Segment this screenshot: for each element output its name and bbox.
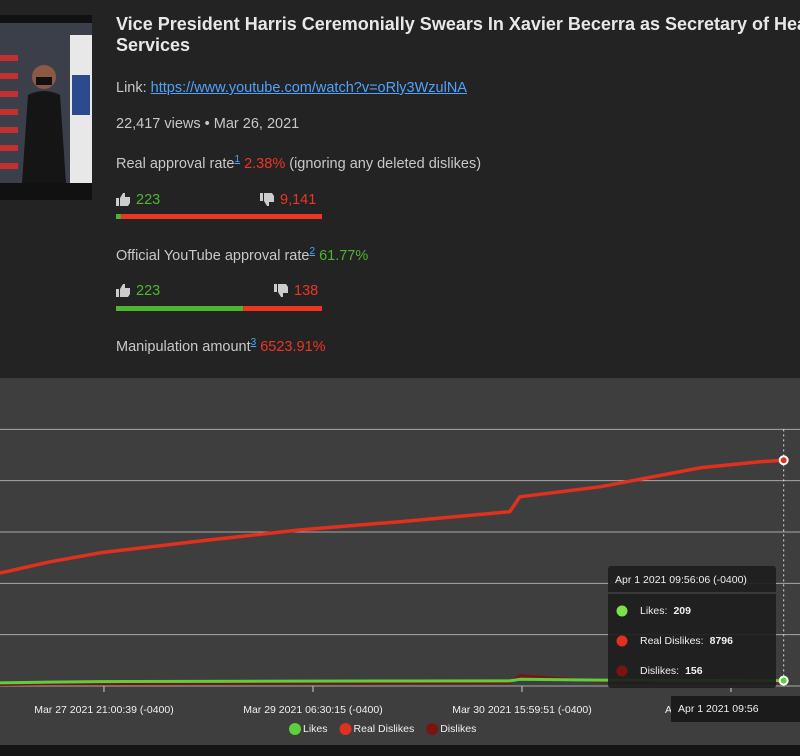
likes-bar bbox=[116, 306, 244, 311]
legend-dot bbox=[426, 723, 439, 735]
footnote[interactable]: 3 bbox=[250, 337, 257, 348]
x-tick-label: Mar 29 2021 06:30:15 (-0400) bbox=[243, 704, 383, 716]
chart: Mar 27 2021 21:00:39 (-0400) Mar 29 2021 … bbox=[0, 378, 800, 756]
label: Manipulation amount bbox=[116, 338, 251, 355]
tooltip-value: 8796 bbox=[710, 635, 734, 647]
video-link[interactable]: https://www.youtube.com/watch?v=oRly3Wzu… bbox=[150, 80, 467, 96]
real-approval: Real approval rate1 2.38% (ignoring any … bbox=[116, 154, 481, 172]
manipulation: Manipulation amount3 6523.91% bbox=[116, 337, 326, 355]
legend-label: Likes bbox=[303, 723, 328, 735]
video-title: Vice President Harris Ceremonially Swear… bbox=[116, 14, 800, 55]
tooltip-title: Apr 1 2021 09:56:06 (-0400) bbox=[615, 574, 747, 586]
official-approval: Official YouTube approval rate2 61.77% bbox=[116, 246, 368, 264]
ratio-bar bbox=[116, 214, 322, 219]
hover-point bbox=[778, 675, 789, 686]
tooltip-value: 209 bbox=[673, 605, 691, 617]
dislikes: 138 bbox=[294, 283, 319, 299]
legend-dot bbox=[289, 723, 301, 735]
legend-dot bbox=[339, 723, 352, 735]
tooltip-dot bbox=[616, 635, 628, 647]
tooltip-dot bbox=[616, 605, 628, 617]
tooltip-box bbox=[608, 566, 776, 688]
label: Real approval rate bbox=[116, 155, 235, 172]
dislikes-bar bbox=[243, 306, 322, 311]
likes-bar bbox=[116, 214, 121, 219]
value: 61.77% bbox=[319, 247, 369, 264]
tooltip-label: Real Dislikes: bbox=[640, 635, 704, 647]
tooltip-label: Likes: bbox=[640, 605, 667, 617]
value: 2.38% bbox=[244, 155, 286, 172]
likes: 223 bbox=[136, 192, 161, 208]
tooltip-value: 156 bbox=[685, 665, 703, 677]
crosshair-label-box bbox=[671, 696, 800, 722]
legend-label: Dislikes bbox=[440, 723, 476, 735]
footnote[interactable]: 2 bbox=[309, 246, 316, 257]
video-panel: Vice President Harris Ceremonially Swear… bbox=[0, 14, 800, 355]
dislikes: 9,141 bbox=[280, 192, 317, 208]
thumb-up-icon bbox=[116, 193, 130, 206]
crosshair-label: Apr 1 2021 09:56 bbox=[678, 703, 759, 715]
link-row: Link: https://www.youtube.com/watch?v=oR… bbox=[116, 80, 467, 96]
tooltip-dot bbox=[616, 665, 628, 677]
plot-background bbox=[0, 378, 800, 745]
value: 6523.91% bbox=[260, 338, 326, 355]
x-tick-label: Mar 27 2021 21:00:39 (-0400) bbox=[34, 704, 174, 716]
series-line bbox=[0, 458, 784, 575]
likes: 223 bbox=[136, 283, 161, 299]
ratio-bar bbox=[116, 306, 322, 311]
tooltip-label: Dislikes: bbox=[640, 665, 679, 677]
hover-point bbox=[778, 455, 789, 466]
thumbnail[interactable] bbox=[0, 15, 92, 200]
legend-label: Real Dislikes bbox=[354, 723, 415, 735]
video-meta: 22,417 views • Mar 26, 2021 bbox=[116, 116, 300, 132]
thumb-up-icon bbox=[116, 284, 130, 297]
link-label: Link: bbox=[116, 80, 147, 96]
thumb-down-icon bbox=[274, 284, 288, 297]
thumb-down-icon bbox=[260, 193, 274, 206]
footnote[interactable]: 1 bbox=[234, 154, 241, 165]
dislikes-bar bbox=[120, 214, 322, 219]
x-tick-label: Mar 30 2021 15:59:51 (-0400) bbox=[452, 704, 592, 716]
suffix: (ignoring any deleted dislikes) bbox=[289, 155, 482, 172]
bottom-band bbox=[0, 745, 800, 756]
label: Official YouTube approval rate bbox=[116, 247, 310, 264]
